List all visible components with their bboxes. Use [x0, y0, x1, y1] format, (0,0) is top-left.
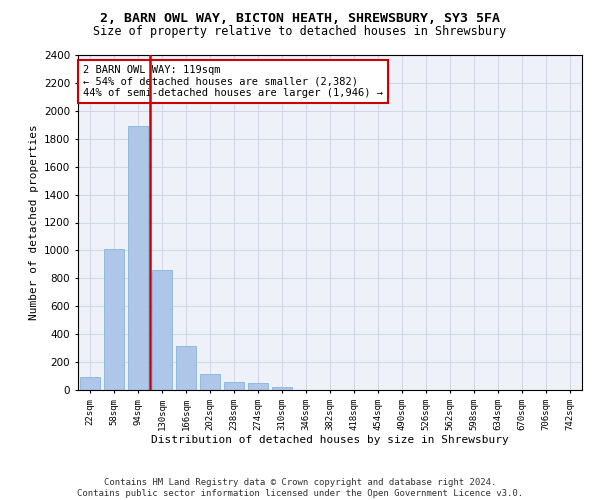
Text: 2, BARN OWL WAY, BICTON HEATH, SHREWSBURY, SY3 5FA: 2, BARN OWL WAY, BICTON HEATH, SHREWSBUR…: [100, 12, 500, 26]
Text: Size of property relative to detached houses in Shrewsbury: Size of property relative to detached ho…: [94, 25, 506, 38]
Bar: [104, 249, 124, 390]
Bar: [224, 382, 244, 390]
Bar: [152, 270, 172, 390]
Text: 2 BARN OWL WAY: 119sqm
← 54% of detached houses are smaller (2,382)
44% of semi-: 2 BARN OWL WAY: 119sqm ← 54% of detached…: [83, 65, 383, 98]
Bar: [128, 126, 148, 390]
Bar: [200, 374, 220, 390]
Text: Contains HM Land Registry data © Crown copyright and database right 2024.
Contai: Contains HM Land Registry data © Crown c…: [77, 478, 523, 498]
Bar: [248, 383, 268, 390]
X-axis label: Distribution of detached houses by size in Shrewsbury: Distribution of detached houses by size …: [151, 436, 509, 446]
Y-axis label: Number of detached properties: Number of detached properties: [29, 124, 38, 320]
Bar: [80, 376, 100, 390]
Bar: [272, 386, 292, 390]
Bar: [176, 346, 196, 390]
